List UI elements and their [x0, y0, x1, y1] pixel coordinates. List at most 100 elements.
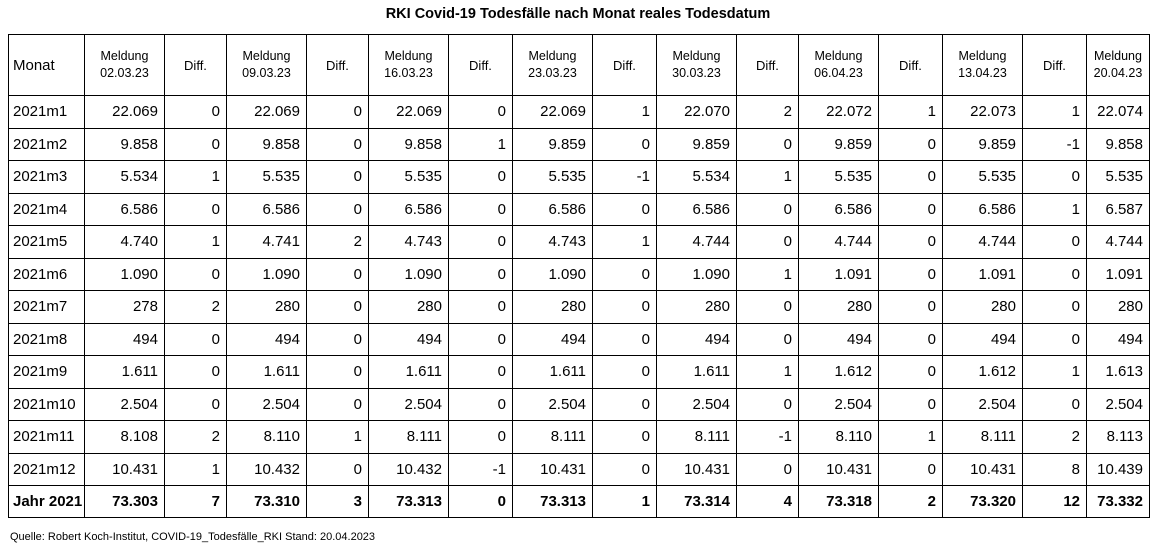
meldung-cell: 6.586 — [512, 192, 593, 226]
diff-cell: 0 — [306, 322, 369, 356]
column-header-meldung: Meldung 20.04.23 — [1086, 34, 1150, 96]
diff-cell: 0 — [306, 192, 369, 226]
diff-cell: 1 — [736, 355, 799, 389]
meldung-cell: 22.069 — [368, 95, 449, 129]
diff-cell: 2 — [164, 420, 227, 454]
data-table: Monat Meldung 02.03.23 Diff. Meldung 09.03… — [8, 34, 1150, 518]
diff-cell: 0 — [448, 322, 513, 356]
meldung-cell: 73.320 — [942, 485, 1023, 518]
meldung-date: 23.03.23 — [528, 66, 577, 80]
meldung-cell: 6.587 — [1086, 192, 1150, 226]
meldung-cell: 8.111 — [512, 420, 593, 454]
diff-cell: 0 — [448, 257, 513, 291]
diff-cell: 8 — [1022, 452, 1087, 486]
meldung-date: 16.03.23 — [384, 66, 433, 80]
diff-cell: 1 — [592, 485, 657, 518]
meldung-label: Meldung — [528, 49, 577, 63]
meldung-cell: 4.744 — [798, 225, 879, 259]
meldung-cell: 4.744 — [656, 225, 737, 259]
meldung-cell: 6.586 — [226, 192, 307, 226]
month-cell: 2021m9 — [8, 355, 85, 389]
meldung-cell: 22.074 — [1086, 95, 1150, 129]
table-row: 2021m6 1.090 0 1.090 0 1.090 0 1.090 0 1.090 1 1.09… — [8, 257, 1150, 291]
column-header-diff: Diff. — [448, 34, 513, 96]
diff-cell: 0 — [1022, 225, 1087, 259]
meldung-cell: 494 — [656, 322, 737, 356]
meldung-cell: 2.504 — [84, 387, 165, 421]
meldung-cell: 8.110 — [226, 420, 307, 454]
diff-cell: -1 — [736, 420, 799, 454]
column-header-diff: Diff. — [1022, 34, 1087, 96]
diff-cell: 0 — [1022, 322, 1087, 356]
diff-cell: 0 — [448, 225, 513, 259]
meldung-cell: 1.611 — [656, 355, 737, 389]
diff-cell: 0 — [448, 160, 513, 194]
diff-cell: 0 — [592, 322, 657, 356]
meldung-cell: 280 — [798, 290, 879, 324]
diff-cell: 0 — [878, 257, 943, 291]
diff-cell: 1 — [164, 225, 227, 259]
diff-cell: 0 — [736, 225, 799, 259]
month-cell: 2021m6 — [8, 257, 85, 291]
meldung-cell: 10.439 — [1086, 452, 1150, 486]
meldung-label: Meldung — [958, 49, 1007, 63]
meldung-cell: 4.740 — [84, 225, 165, 259]
month-cell: 2021m12 — [8, 452, 85, 486]
meldung-cell: 73.310 — [226, 485, 307, 518]
meldung-cell: 9.858 — [368, 127, 449, 161]
meldung-cell: 22.069 — [512, 95, 593, 129]
meldung-cell: 5.535 — [942, 160, 1023, 194]
meldung-cell: 1.613 — [1086, 355, 1150, 389]
diff-cell: 1 — [1022, 95, 1087, 129]
meldung-cell: 494 — [512, 322, 593, 356]
meldung-label: Meldung — [672, 49, 721, 63]
diff-cell: 1 — [736, 160, 799, 194]
diff-cell: 0 — [592, 192, 657, 226]
meldung-cell: 4.741 — [226, 225, 307, 259]
diff-cell: 0 — [878, 225, 943, 259]
meldung-cell: 2.504 — [656, 387, 737, 421]
meldung-cell: 1.090 — [84, 257, 165, 291]
meldung-label: Meldung — [242, 49, 291, 63]
diff-cell: 0 — [164, 322, 227, 356]
column-header-meldung: Meldung 16.03.23 — [368, 34, 449, 96]
diff-cell: 1 — [448, 127, 513, 161]
diff-cell: 1 — [592, 95, 657, 129]
meldung-cell: 2.504 — [798, 387, 879, 421]
meldung-cell: 280 — [656, 290, 737, 324]
meldung-cell: 1.611 — [368, 355, 449, 389]
diff-cell: 1 — [1022, 355, 1087, 389]
diff-cell: 0 — [164, 387, 227, 421]
diff-cell: 0 — [448, 485, 513, 518]
meldung-cell: 22.073 — [942, 95, 1023, 129]
meldung-cell: 6.586 — [798, 192, 879, 226]
diff-cell: 0 — [878, 387, 943, 421]
meldung-cell: 22.069 — [226, 95, 307, 129]
month-cell: 2021m1 — [8, 95, 85, 129]
meldung-cell: 5.535 — [798, 160, 879, 194]
meldung-date: 13.04.23 — [958, 66, 1007, 80]
meldung-date: 06.04.23 — [814, 66, 863, 80]
meldung-date: 20.04.23 — [1093, 66, 1143, 80]
column-header-meldung: Meldung 13.04.23 — [942, 34, 1023, 96]
meldung-label: Meldung — [814, 49, 863, 63]
meldung-cell: 494 — [942, 322, 1023, 356]
meldung-cell: 6.586 — [368, 192, 449, 226]
meldung-cell: 2.504 — [368, 387, 449, 421]
meldung-cell: 280 — [512, 290, 593, 324]
diff-cell: 0 — [448, 95, 513, 129]
meldung-cell: 5.534 — [656, 160, 737, 194]
diff-cell: 7 — [164, 485, 227, 518]
diff-cell: -1 — [592, 160, 657, 194]
meldung-cell: 9.859 — [942, 127, 1023, 161]
diff-cell: 0 — [592, 387, 657, 421]
diff-cell: 0 — [306, 127, 369, 161]
meldung-cell: 22.070 — [656, 95, 737, 129]
meldung-cell: 8.111 — [368, 420, 449, 454]
meldung-cell: 280 — [1086, 290, 1150, 324]
diff-cell: 0 — [306, 355, 369, 389]
diff-cell: 0 — [1022, 257, 1087, 291]
meldung-cell: 494 — [84, 322, 165, 356]
meldung-cell: 73.314 — [656, 485, 737, 518]
meldung-cell: 278 — [84, 290, 165, 324]
